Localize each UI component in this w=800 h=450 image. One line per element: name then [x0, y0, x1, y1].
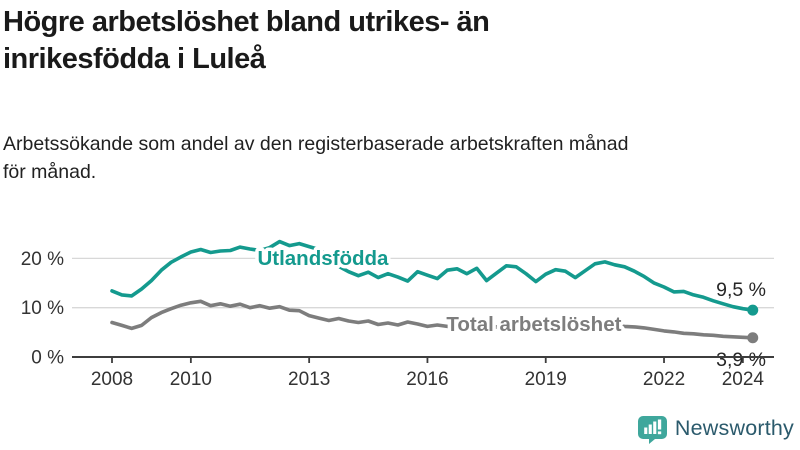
title-line-2: inrikesfödda i Luleå	[3, 43, 266, 75]
brand-name: Newsworthy	[674, 416, 794, 440]
series-label: Total arbetslöshet	[446, 313, 621, 336]
series-end-dot	[747, 332, 759, 344]
title-line-1: Högre arbetslöshet bland utrikes- än	[3, 6, 490, 38]
chart-subtitle: Arbetssökande som andel av den registerb…	[3, 130, 797, 186]
x-tick-label: 2016	[406, 369, 448, 390]
x-tick-label: 2010	[170, 369, 212, 390]
bar-chart-speech-bubble-icon	[637, 416, 667, 444]
x-tick-label: 2024	[722, 369, 765, 390]
brand-footer: Newsworthy	[637, 413, 794, 444]
x-tick-label: 2019	[525, 369, 567, 390]
subtitle-line-2: för månad.	[3, 161, 97, 183]
series-line	[110, 239, 755, 312]
y-tick-label: 0 %	[31, 348, 64, 369]
series-line	[110, 299, 755, 340]
y-tick-label: 10 %	[21, 298, 64, 319]
page-title: Högre arbetslöshet bland utrikes- än inr…	[3, 4, 783, 78]
subtitle-line-1: Arbetssökande som andel av den registerb…	[3, 133, 629, 155]
x-tick-label: 2022	[643, 369, 685, 390]
end-value-label: 9,5 %	[716, 279, 766, 301]
series-label: Utlandsfödda	[257, 247, 389, 270]
x-tick-label: 2008	[91, 369, 133, 390]
y-tick-label: 20 %	[21, 249, 64, 270]
line-chart: 0 % 10 % 20 % 2008 2010 2013 2016 2019 2022 2024 9…	[21, 239, 774, 390]
end-value-label: 3,9 %	[716, 349, 766, 371]
series-end-dot	[747, 304, 759, 316]
x-tick-label: 2013	[288, 369, 330, 390]
